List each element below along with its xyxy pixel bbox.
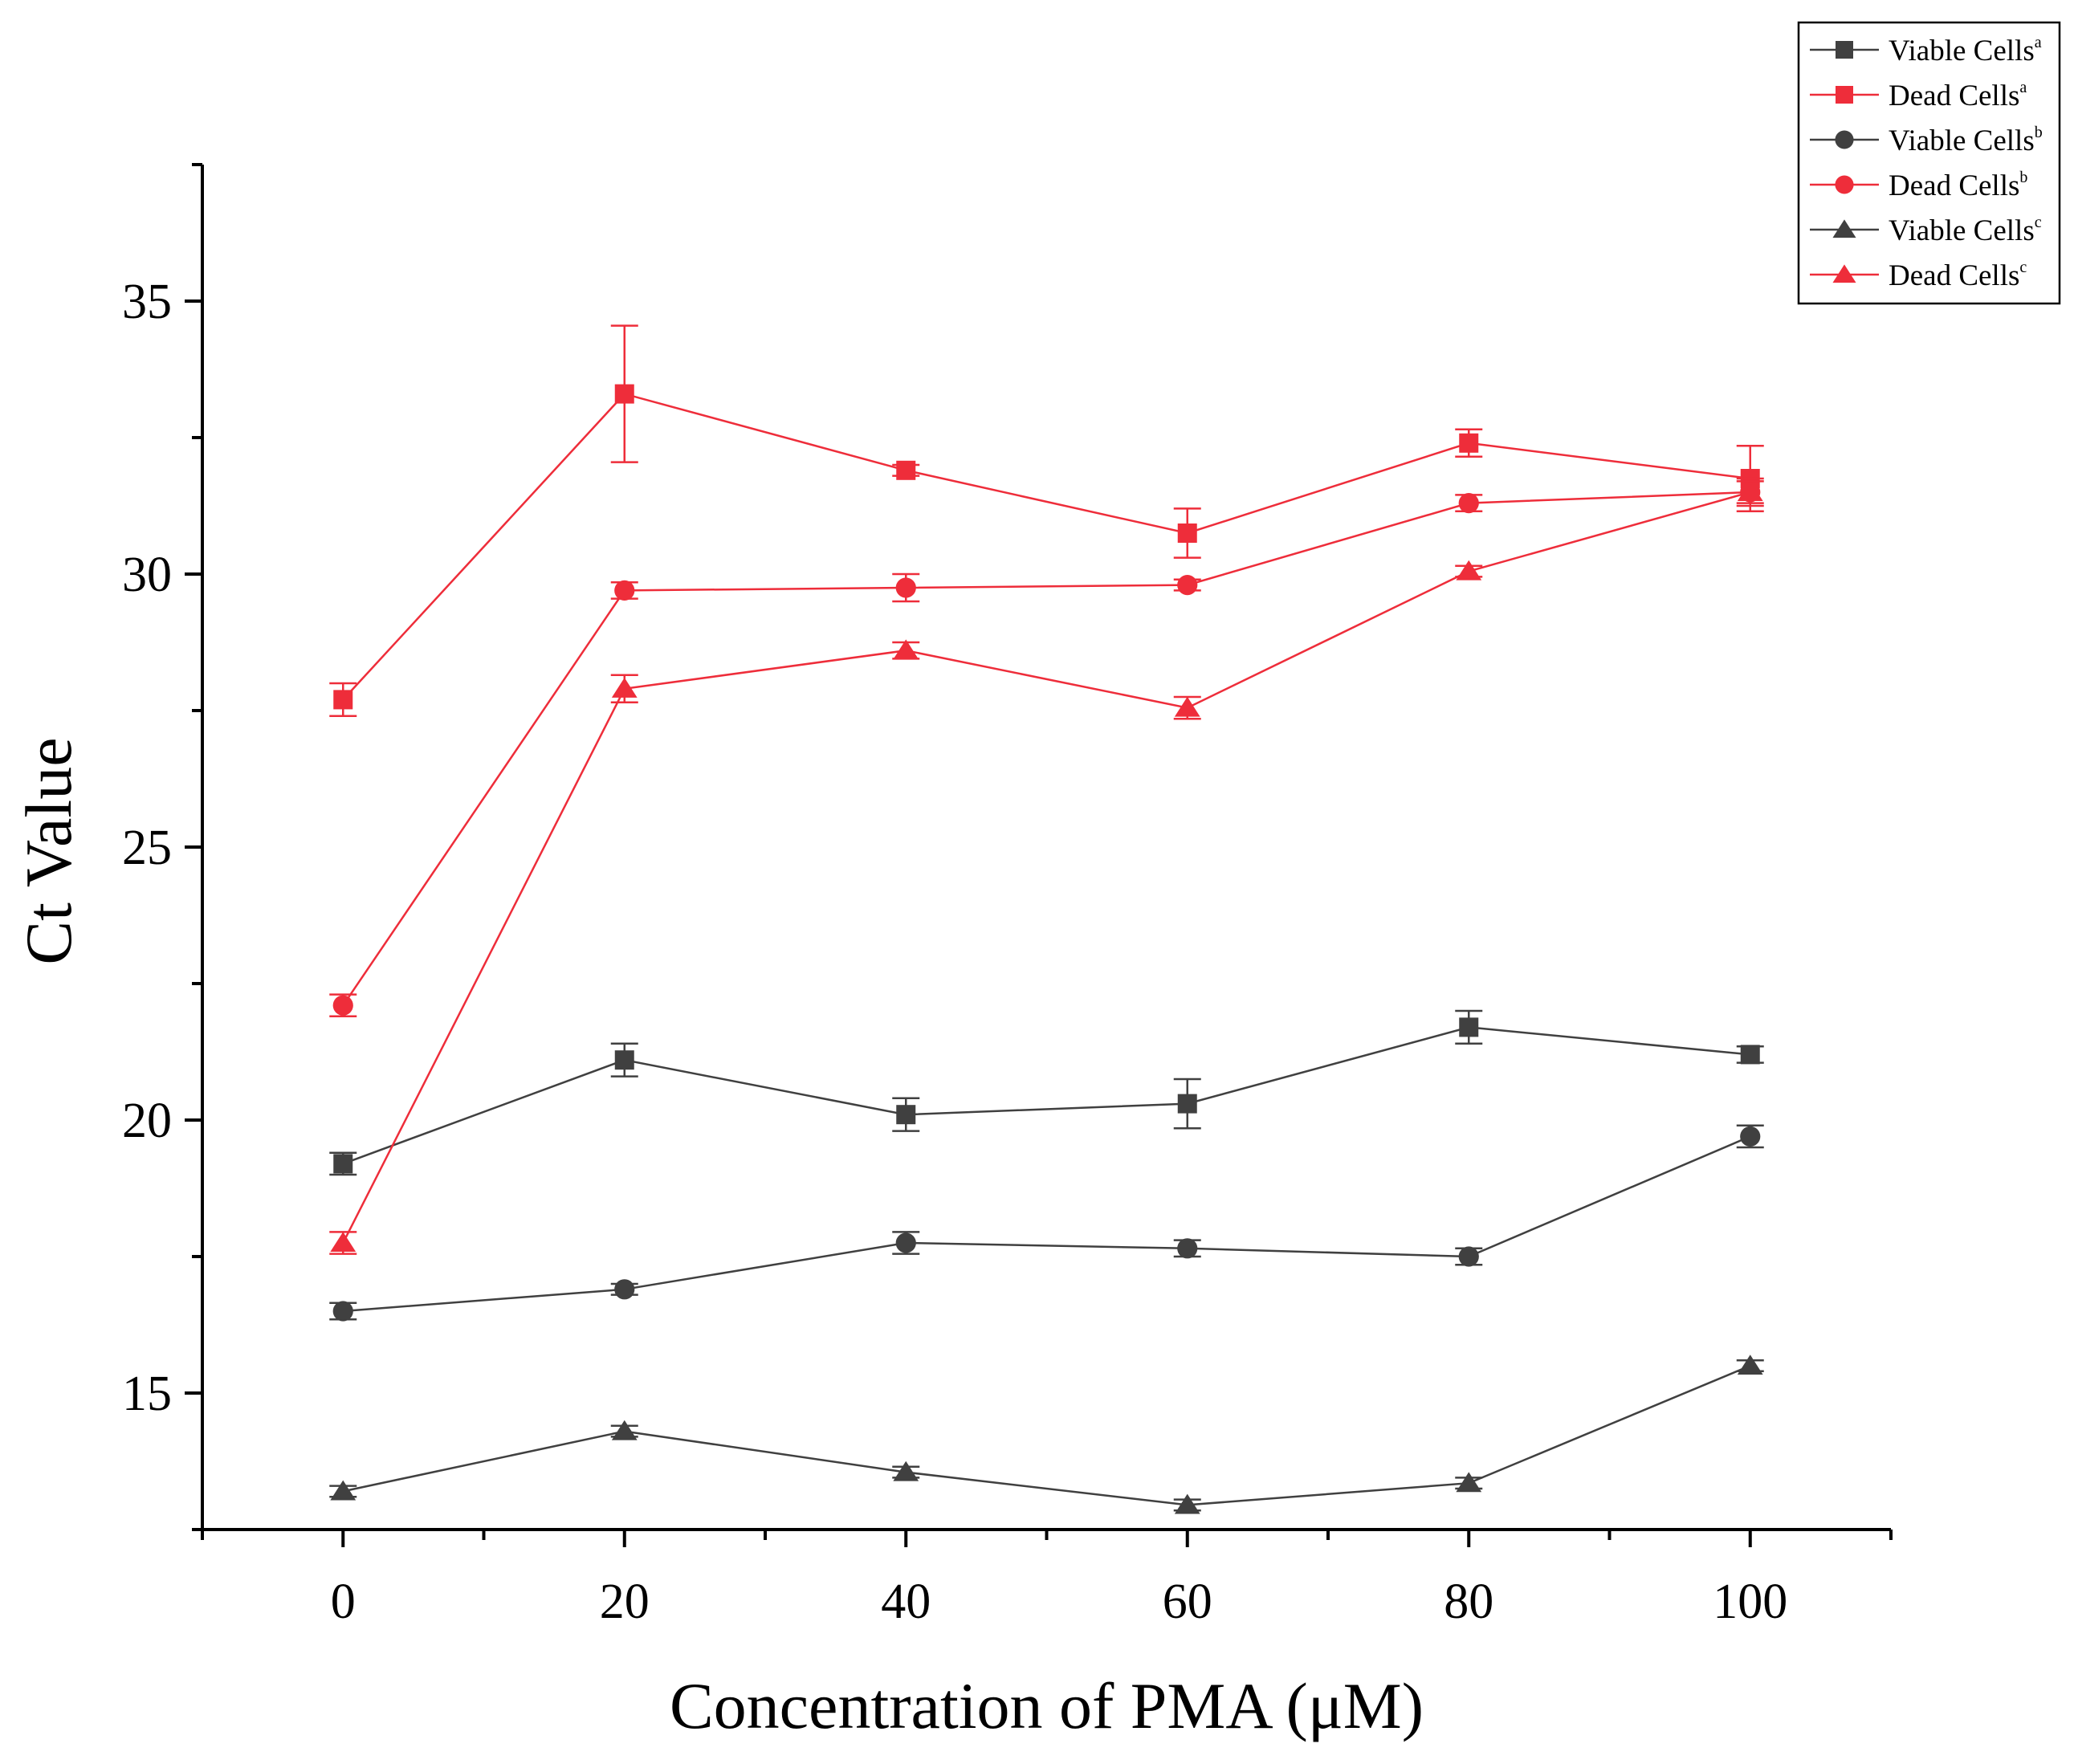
data-point: [1458, 493, 1479, 514]
series-line: [342, 1364, 1751, 1506]
legend-label: Viable Cellsb: [1889, 124, 2043, 157]
x-axis-title: Concentration of PMA (μM): [670, 1669, 1424, 1742]
legend-entry-4: Viable Cellsc: [1810, 214, 2042, 247]
data-point: [1737, 1355, 1763, 1375]
data-point: [896, 1105, 916, 1125]
data-point: [1737, 481, 1763, 502]
series-line: [342, 491, 1751, 1244]
legend-label: Dead Cellsa: [1889, 79, 2027, 112]
legend-label: Viable Cellsa: [1889, 34, 2042, 67]
data-point: [333, 690, 353, 710]
legend-marker: [1835, 175, 1854, 194]
y-tick-label: 25: [122, 821, 172, 875]
data-point: [611, 1420, 638, 1440]
data-point: [614, 1279, 635, 1300]
y-tick-label: 35: [122, 275, 172, 329]
data-point: [1456, 1472, 1482, 1493]
data-point: [895, 577, 916, 598]
legend-entry-1: Dead Cellsa: [1810, 79, 2027, 112]
legend-entry-3: Dead Cellsb: [1810, 169, 2027, 202]
data-point: [611, 678, 638, 698]
x-tick-label: 80: [1444, 1575, 1493, 1629]
series-layer: [329, 324, 1764, 1514]
data-point: [614, 580, 635, 601]
data-point: [332, 1301, 353, 1322]
data-point: [614, 384, 634, 404]
legend-marker: [1835, 130, 1854, 149]
x-tick-label: 100: [1713, 1575, 1787, 1629]
data-point: [896, 460, 916, 480]
data-point: [330, 1232, 357, 1253]
x-tick-label: 20: [600, 1575, 650, 1629]
legend-entry-2: Viable Cellsb: [1810, 124, 2043, 157]
data-point: [1456, 560, 1482, 581]
series-line: [342, 393, 1750, 701]
series-0: [329, 1009, 1764, 1176]
legend-superscript: a: [2035, 34, 2042, 51]
y-tick-label: 20: [122, 1094, 172, 1148]
data-point: [1177, 1238, 1198, 1259]
y-tick-label: 30: [122, 548, 172, 602]
series-1: [329, 324, 1764, 718]
data-point: [1458, 1246, 1479, 1267]
data-point: [333, 1154, 353, 1174]
legend-label: Viable Cellsc: [1889, 214, 2042, 247]
series-3: [329, 477, 1764, 1018]
y-axis-title: Ct Value: [12, 737, 85, 964]
data-point: [614, 1050, 634, 1070]
x-tick-label: 0: [331, 1575, 356, 1629]
data-point: [1459, 433, 1479, 453]
data-point: [1177, 575, 1198, 596]
data-point: [895, 1232, 916, 1253]
legend-superscript: c: [2035, 214, 2042, 231]
series-line: [342, 1026, 1750, 1165]
data-point: [1177, 1094, 1197, 1114]
data-point: [1174, 1493, 1200, 1514]
legend-box: [1797, 21, 2061, 305]
legend-marker: [1832, 264, 1856, 283]
data-point: [1177, 523, 1197, 543]
data-point: [1174, 696, 1200, 717]
data-point: [1459, 1017, 1479, 1037]
x-tick-label: 60: [1163, 1575, 1212, 1629]
series-line: [342, 491, 1750, 1006]
data-point: [1740, 1126, 1761, 1147]
series-2: [329, 1124, 1764, 1322]
legend-label: Dead Cellsc: [1889, 259, 2027, 292]
data-point: [893, 639, 919, 660]
legend-marker: [1836, 86, 1853, 104]
x-tick-label: 40: [881, 1575, 931, 1629]
legend-entry-0: Viable Cellsa: [1810, 34, 2042, 67]
legend-superscript: c: [2019, 259, 2027, 276]
legend-superscript: a: [2019, 79, 2027, 96]
legend-superscript: b: [2019, 169, 2027, 186]
axes: 15 20 25 30 35 0 20 40 60 80 100: [122, 163, 1893, 1629]
data-point: [332, 995, 353, 1016]
data-point: [1740, 1045, 1760, 1065]
legend-label: Dead Cellsb: [1889, 169, 2027, 202]
legend-superscript: b: [2035, 124, 2043, 141]
series-4: [329, 1355, 1764, 1514]
series-5: [329, 480, 1764, 1255]
legend-marker: [1832, 219, 1856, 238]
data-point: [893, 1460, 919, 1481]
y-tick-label: 15: [122, 1367, 172, 1421]
legend: Viable Cellsa Dead Cellsa Viable Cellsb Dea…: [1797, 21, 2061, 305]
data-point: [330, 1480, 357, 1501]
legend-marker: [1836, 41, 1853, 59]
legend-entry-5: Dead Cellsc: [1810, 259, 2027, 292]
series-line: [343, 1135, 1751, 1313]
